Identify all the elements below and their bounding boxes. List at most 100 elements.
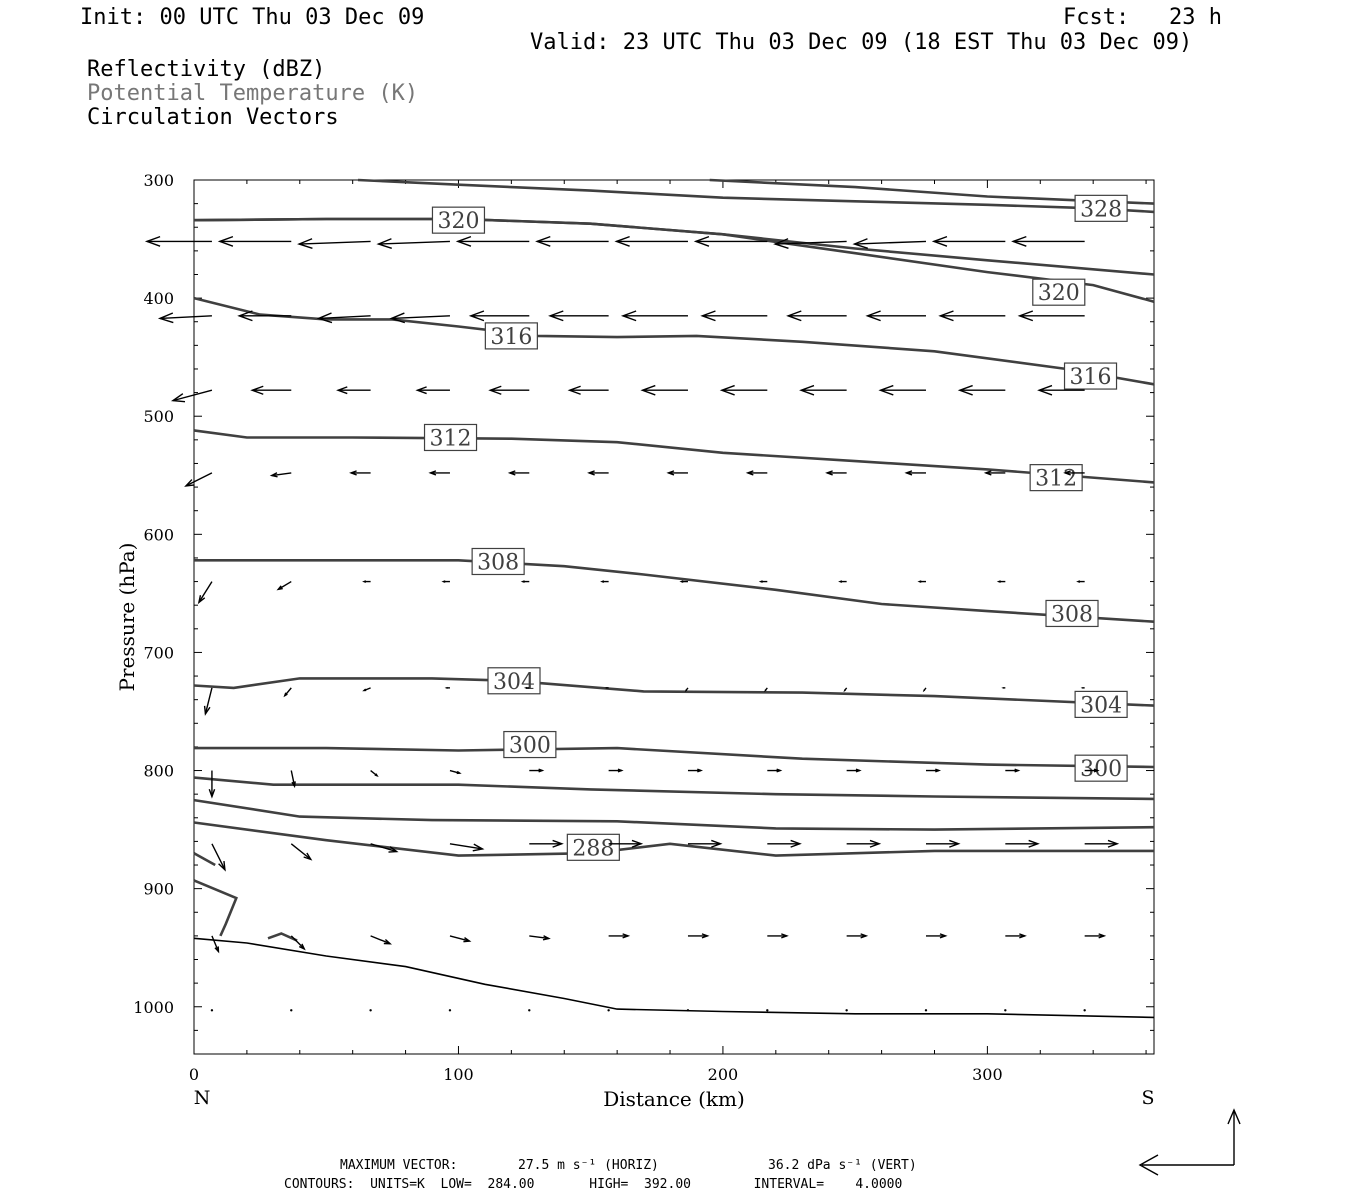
forecast-hour: Fcst: 23 h <box>1063 5 1222 30</box>
vector-arrowhead <box>855 768 862 773</box>
isentrope-316 <box>193 296 1155 386</box>
vector-arrowhead <box>389 312 406 324</box>
x-end-label-south: S <box>1141 1087 1154 1109</box>
vector-arrowhead <box>614 235 630 247</box>
y-tick-label: 400 <box>143 289 174 308</box>
vector-arrowhead <box>865 310 881 322</box>
isentrope-label: 288 <box>572 836 614 861</box>
isentrope-300 <box>194 746 1155 769</box>
vector-dot <box>686 1009 690 1012</box>
vector-arrowhead <box>776 768 783 773</box>
circulation-vector <box>318 315 371 320</box>
isentrope-label-box <box>423 423 478 452</box>
isentrope-label-box <box>431 206 486 234</box>
vector-arrowhead <box>949 839 961 848</box>
vector-arrowhead <box>316 312 333 324</box>
isentrope-label-box <box>487 667 541 695</box>
isentrope-296 <box>193 776 1155 801</box>
circulation-vector <box>271 472 292 477</box>
vector-arrowhead <box>415 386 427 395</box>
vector-dot <box>1083 1009 1086 1012</box>
plot-frame <box>193 179 1155 1055</box>
isentrope-320 <box>193 217 1155 303</box>
vector-dot <box>1004 1009 1007 1012</box>
vector-arrowhead <box>1019 933 1027 939</box>
vector-arrowhead <box>297 238 313 250</box>
vector-arrowhead <box>1017 310 1034 322</box>
vector-arrowhead <box>456 770 462 775</box>
isentrope-label-box <box>503 730 557 759</box>
x-tick-label: 200 <box>708 1065 739 1084</box>
vector-arrowhead <box>773 238 789 250</box>
vector-arrowhead <box>441 580 446 583</box>
vector-arrowhead <box>444 686 448 689</box>
vector-arrowhead <box>217 235 234 247</box>
isentrope-label-box <box>484 322 538 350</box>
vector-arrowhead <box>218 861 226 872</box>
isentrope-292 <box>193 798 1155 831</box>
contours-info: CONTOURS: UNITS=K LOW= 284.00 HIGH= 392.… <box>284 1177 903 1192</box>
vector-arrowhead <box>276 585 283 591</box>
y-tick-label: 1000 <box>133 998 174 1017</box>
vector-arrowhead <box>666 470 675 476</box>
vector-arrowhead <box>790 839 802 848</box>
isentrope-288 <box>193 821 1154 857</box>
vector-arrowhead <box>463 937 472 943</box>
vector-arrowhead <box>523 686 528 689</box>
legend-theta: Potential Temperature (K) <box>87 81 419 106</box>
circulation-vector <box>290 843 312 860</box>
isentrope-label: 316 <box>490 325 532 350</box>
vector-arrowhead <box>745 470 754 476</box>
vector-arrowhead <box>1107 839 1120 848</box>
circulation-vector <box>854 240 927 245</box>
vector-arrowhead <box>428 470 437 476</box>
vector-arrowhead <box>697 768 704 773</box>
vector-dot <box>766 1009 769 1012</box>
y-tick-label: 300 <box>143 171 174 190</box>
vector-arrowhead <box>938 310 954 322</box>
vector-arrowhead <box>388 846 399 853</box>
isentrope-label: 320 <box>1038 281 1080 306</box>
isentrope-label: 308 <box>477 550 519 575</box>
vector-arrowhead <box>620 310 637 322</box>
vector-arrowhead <box>1014 768 1021 773</box>
vector-arrowhead <box>1011 235 1027 247</box>
vector-arrowhead <box>520 580 525 583</box>
vector-arrowhead <box>376 238 392 250</box>
vector-arrowhead <box>250 385 264 395</box>
vector-arrowhead <box>383 938 393 945</box>
vector-arrowhead <box>283 692 288 698</box>
y-tick-label: 800 <box>143 762 174 781</box>
vector-arrowhead <box>622 933 631 939</box>
vector-arrowhead <box>1063 470 1071 476</box>
vector-arrowhead <box>719 384 735 396</box>
x-tick-label: 100 <box>443 1065 474 1084</box>
isentrope-label: 304 <box>493 670 535 695</box>
circulation-vector <box>211 843 226 871</box>
y-tick-label: 600 <box>143 525 174 544</box>
isentrope-304 <box>193 677 1155 707</box>
circulation-vector <box>391 315 450 320</box>
terrain-line <box>193 937 1155 1019</box>
x-end-label-north: N <box>194 1087 211 1109</box>
vector-arrowhead <box>631 839 644 848</box>
isentrope-320 <box>193 217 1155 276</box>
vector-arrowhead <box>1037 384 1053 396</box>
x-axis-label: Distance (km) <box>603 1087 745 1111</box>
vector-arrowhead <box>693 235 710 247</box>
vector-arrowhead <box>303 852 313 861</box>
vector-arrowhead <box>542 935 551 941</box>
vector-dot <box>210 1009 214 1012</box>
isentrope-label-box <box>471 547 525 576</box>
vector-arrowhead <box>374 773 379 778</box>
isentrope-label-box <box>1074 194 1128 222</box>
max-vert-value: 36.2 dPa s⁻¹ (VERT) <box>768 1158 917 1173</box>
vector-arrowhead <box>587 470 595 476</box>
vector-dot <box>845 1009 848 1012</box>
valid-time: Valid: 23 UTC Thu 03 Dec 09 (18 EST Thu … <box>530 30 1193 55</box>
max-horiz-value: 27.5 m s⁻¹ (HORIZ) <box>518 1158 659 1173</box>
reference-vector-vertical-head <box>1227 1108 1241 1125</box>
circulation-vector <box>198 581 213 603</box>
isentrope-label-box <box>1074 754 1128 782</box>
isentrope-label-box <box>566 833 620 861</box>
